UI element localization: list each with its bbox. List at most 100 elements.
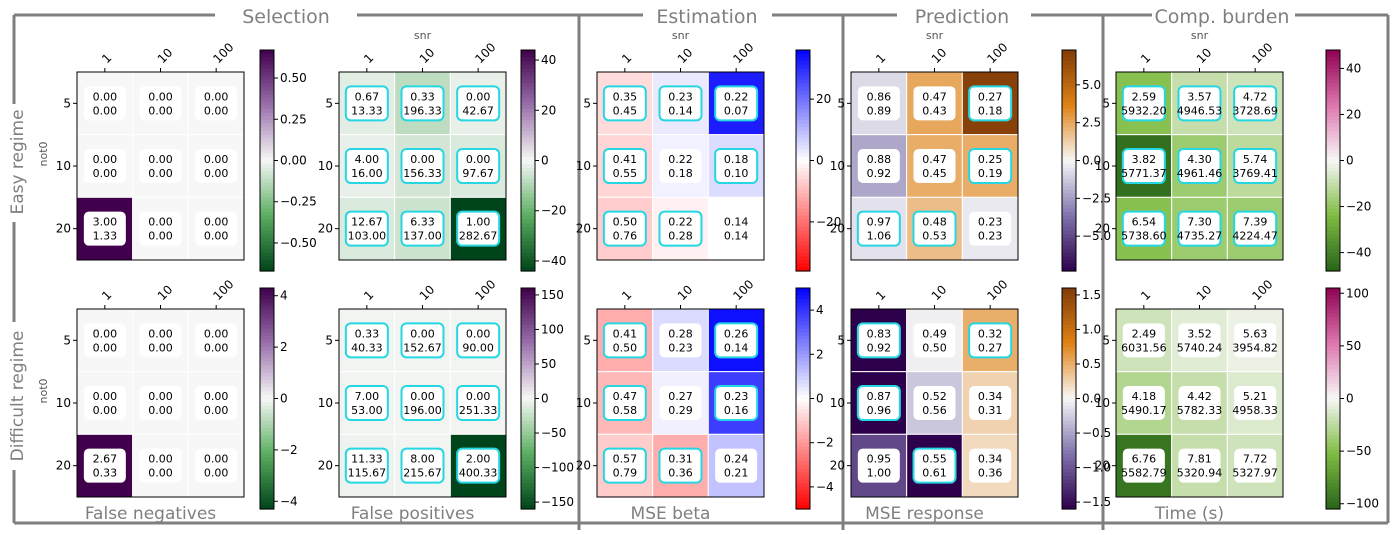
cell-value-bottom: 1.06 <box>867 230 892 243</box>
colorbar-segment <box>796 116 810 121</box>
colorbar-segment <box>1326 50 1340 55</box>
y-tick-label: 20 <box>830 459 845 473</box>
colorbar-segment <box>1326 439 1340 444</box>
cell-label-box <box>344 210 389 247</box>
colorbar-segment <box>796 142 810 147</box>
colorbar-segment <box>796 376 810 381</box>
colorbar-tick-label: 0 <box>541 392 549 406</box>
colorbar-segment <box>521 153 535 158</box>
cell-value-bottom: 4961.46 <box>1177 167 1223 180</box>
cell-value-top: 0.00 <box>148 327 173 340</box>
cell-value-top: 2.49 <box>1132 327 1157 340</box>
colorbar-tick-label: −0.5 <box>1082 426 1111 440</box>
colorbar-segment <box>796 413 810 418</box>
colorbar-segment <box>260 479 274 484</box>
colorbar-segment <box>796 208 810 213</box>
cell-value-top: 0.22 <box>668 216 693 229</box>
colorbar-segment <box>260 204 274 209</box>
colorbar-tick-label: 5.0 <box>1082 78 1101 92</box>
cell-value-bottom: 196.00 <box>403 404 442 417</box>
cell-label-box <box>1177 85 1222 122</box>
colorbar-segment <box>260 299 274 304</box>
colorbar-segment <box>260 153 274 158</box>
cell-label-box <box>139 86 182 121</box>
colorbar-segment <box>796 317 810 322</box>
colorbar-segment <box>796 321 810 326</box>
cell-value-bottom: 0.07 <box>724 104 749 117</box>
colorbar-segment <box>260 328 274 333</box>
colorbar-segment <box>260 189 274 195</box>
colorbar-segment <box>260 409 274 414</box>
cell-value-top: 0.52 <box>922 390 947 403</box>
colorbar-tick-label: 100 <box>1346 286 1369 300</box>
colorbar-segment <box>1326 256 1340 261</box>
y-tick-label: 20 <box>318 459 333 473</box>
cell-value-bottom: 1.00 <box>867 467 892 480</box>
x-axis-label: False positives <box>351 504 475 524</box>
colorbar-segment <box>1326 226 1340 232</box>
y-tick-label: 20 <box>576 222 591 236</box>
colorbar-segment <box>1062 160 1076 165</box>
colorbar-segment <box>1062 105 1076 110</box>
cell-value-top: 7.39 <box>1243 216 1268 229</box>
cell-label-box <box>715 211 758 246</box>
colorbar-segment <box>521 94 535 99</box>
colorbar-segment <box>1326 53 1340 58</box>
colorbar-segment <box>1062 142 1076 147</box>
colorbar-segment <box>1062 479 1076 484</box>
colorbar-segment <box>796 219 810 224</box>
colorbar-segment <box>260 376 274 381</box>
cell-value-bottom: 0.92 <box>867 341 892 354</box>
colorbar-segment <box>521 310 535 315</box>
colorbar-segment <box>796 450 810 455</box>
colorbar-segment <box>796 475 810 481</box>
colorbar-segment <box>796 427 810 433</box>
colorbar-segment <box>521 79 535 84</box>
colorbar-segment <box>796 472 810 477</box>
cell-value-bottom: 196.33 <box>403 104 442 117</box>
colorbar-segment <box>1326 475 1340 481</box>
colorbar-segment <box>1062 252 1076 257</box>
cell-value-bottom: 16.00 <box>351 167 383 180</box>
cell-value-bottom: 0.23 <box>978 230 1003 243</box>
cell-label-box <box>400 385 445 421</box>
colorbar-segment <box>796 167 810 173</box>
cell-label-box <box>400 148 445 184</box>
colorbar-segment <box>796 357 810 363</box>
colorbar-segment <box>260 160 274 165</box>
colorbar-segment <box>1062 83 1076 88</box>
cell-value-bottom: 0.56 <box>922 404 947 417</box>
cell-value-bottom: 0.00 <box>93 404 118 417</box>
cell-label-box <box>83 323 126 358</box>
colorbar-segment <box>1062 394 1076 400</box>
colorbar-tick-label: −20 <box>816 215 841 229</box>
cell-value-top: 0.00 <box>466 327 491 340</box>
cell-label-box <box>913 323 956 358</box>
colorbar-segment <box>260 75 274 81</box>
colorbar-segment <box>796 160 810 165</box>
colorbar-segment <box>1326 354 1340 359</box>
colorbar-segment <box>521 123 535 128</box>
colorbar-segment <box>1326 197 1340 202</box>
colorbar-segment <box>260 138 274 143</box>
colorbar-segment <box>521 131 535 136</box>
colorbar-segment <box>521 483 535 488</box>
cell-value-bottom: 251.33 <box>459 404 498 417</box>
colorbar-segment <box>260 494 274 499</box>
cell-value-top: 0.47 <box>922 90 947 103</box>
colorbar-segment <box>1062 398 1076 403</box>
colorbar-segment <box>796 119 810 125</box>
colorbar-tick-label: −1.5 <box>1082 495 1111 509</box>
colorbar-segment <box>1326 328 1340 333</box>
cell-value-bottom: 4946.53 <box>1177 104 1223 117</box>
cell-label-box <box>1233 210 1278 247</box>
colorbar-segment <box>1062 186 1076 191</box>
colorbar-segment <box>260 435 274 440</box>
colorbar-segment <box>796 361 810 366</box>
cell-label-box <box>1178 448 1221 483</box>
colorbar-segment <box>260 350 274 355</box>
cell-value-bottom: 0.00 <box>148 104 173 117</box>
colorbar-segment <box>260 79 274 84</box>
cell-label-box <box>857 149 900 183</box>
